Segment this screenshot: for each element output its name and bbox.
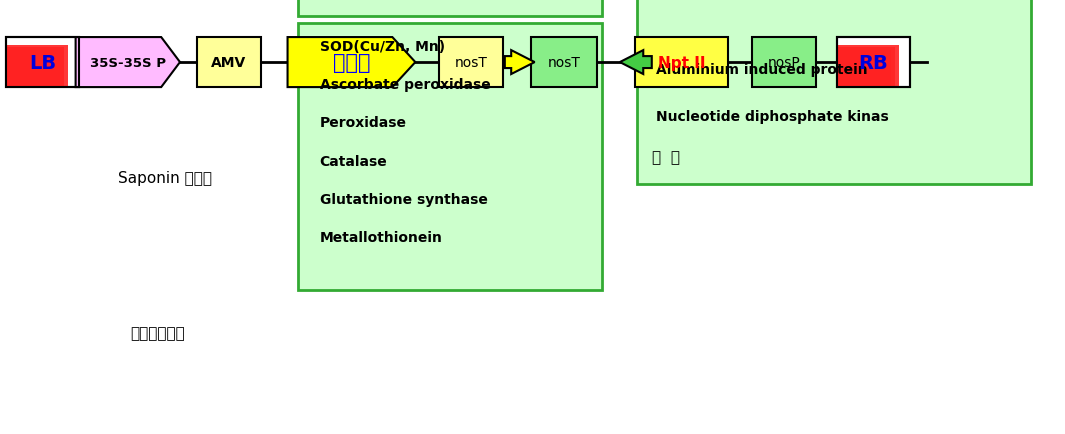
FancyBboxPatch shape bbox=[635, 38, 728, 88]
FancyBboxPatch shape bbox=[298, 0, 602, 17]
Text: 35S-35S P: 35S-35S P bbox=[89, 56, 166, 69]
FancyBboxPatch shape bbox=[6, 75, 26, 88]
Text: Saponin 생합성: Saponin 생합성 bbox=[118, 171, 212, 185]
Text: Aluminium induced protein: Aluminium induced protein bbox=[656, 63, 868, 77]
FancyBboxPatch shape bbox=[6, 80, 18, 88]
FancyBboxPatch shape bbox=[6, 64, 42, 88]
FancyBboxPatch shape bbox=[837, 56, 883, 88]
Text: 유전자: 유전자 bbox=[332, 53, 371, 73]
FancyBboxPatch shape bbox=[531, 38, 597, 88]
FancyBboxPatch shape bbox=[6, 85, 11, 88]
FancyBboxPatch shape bbox=[197, 38, 261, 88]
FancyBboxPatch shape bbox=[439, 38, 503, 88]
Text: Ascorbate peroxidase: Ascorbate peroxidase bbox=[320, 78, 490, 92]
Text: Metallothionein: Metallothionein bbox=[320, 231, 442, 245]
FancyBboxPatch shape bbox=[837, 72, 861, 88]
Text: LB: LB bbox=[29, 53, 56, 72]
FancyBboxPatch shape bbox=[6, 38, 79, 88]
FancyBboxPatch shape bbox=[837, 75, 856, 88]
Text: Catalase: Catalase bbox=[320, 155, 388, 168]
FancyBboxPatch shape bbox=[6, 59, 49, 88]
FancyBboxPatch shape bbox=[837, 51, 891, 88]
Text: nosP: nosP bbox=[768, 56, 800, 70]
FancyBboxPatch shape bbox=[837, 48, 895, 88]
FancyBboxPatch shape bbox=[837, 46, 899, 88]
Text: Nucleotide diphosphate kinas: Nucleotide diphosphate kinas bbox=[656, 110, 889, 124]
FancyBboxPatch shape bbox=[6, 61, 45, 88]
FancyBboxPatch shape bbox=[6, 67, 37, 88]
FancyBboxPatch shape bbox=[6, 48, 64, 88]
FancyBboxPatch shape bbox=[6, 69, 33, 88]
FancyBboxPatch shape bbox=[837, 77, 852, 88]
Polygon shape bbox=[620, 51, 652, 75]
Text: nosT: nosT bbox=[455, 56, 487, 70]
FancyBboxPatch shape bbox=[837, 64, 872, 88]
Text: AMV: AMV bbox=[211, 56, 247, 70]
FancyBboxPatch shape bbox=[837, 69, 864, 88]
FancyBboxPatch shape bbox=[837, 61, 875, 88]
FancyBboxPatch shape bbox=[837, 67, 868, 88]
FancyBboxPatch shape bbox=[6, 82, 14, 88]
FancyBboxPatch shape bbox=[837, 38, 910, 88]
Text: Glutathione synthase: Glutathione synthase bbox=[320, 193, 488, 207]
FancyBboxPatch shape bbox=[837, 85, 841, 88]
Text: RB: RB bbox=[858, 53, 888, 72]
Text: Peroxidase: Peroxidase bbox=[320, 116, 407, 130]
FancyBboxPatch shape bbox=[752, 38, 816, 88]
Polygon shape bbox=[76, 38, 180, 88]
FancyBboxPatch shape bbox=[6, 72, 30, 88]
Polygon shape bbox=[288, 38, 415, 88]
Polygon shape bbox=[505, 51, 535, 75]
FancyBboxPatch shape bbox=[6, 56, 52, 88]
Text: nosT: nosT bbox=[548, 56, 580, 70]
FancyBboxPatch shape bbox=[837, 80, 849, 88]
FancyBboxPatch shape bbox=[837, 59, 880, 88]
FancyBboxPatch shape bbox=[298, 24, 602, 291]
Text: 환경내성관련: 환경내성관련 bbox=[130, 326, 185, 341]
FancyBboxPatch shape bbox=[6, 77, 21, 88]
FancyBboxPatch shape bbox=[637, 0, 1031, 184]
Text: 기  타: 기 타 bbox=[652, 150, 679, 164]
FancyBboxPatch shape bbox=[6, 53, 56, 88]
FancyBboxPatch shape bbox=[6, 51, 61, 88]
Text: Npt II: Npt II bbox=[658, 56, 705, 70]
Text: SOD(Cu/Zn, Mn): SOD(Cu/Zn, Mn) bbox=[320, 40, 444, 54]
FancyBboxPatch shape bbox=[6, 46, 68, 88]
FancyBboxPatch shape bbox=[837, 82, 845, 88]
FancyBboxPatch shape bbox=[837, 53, 887, 88]
